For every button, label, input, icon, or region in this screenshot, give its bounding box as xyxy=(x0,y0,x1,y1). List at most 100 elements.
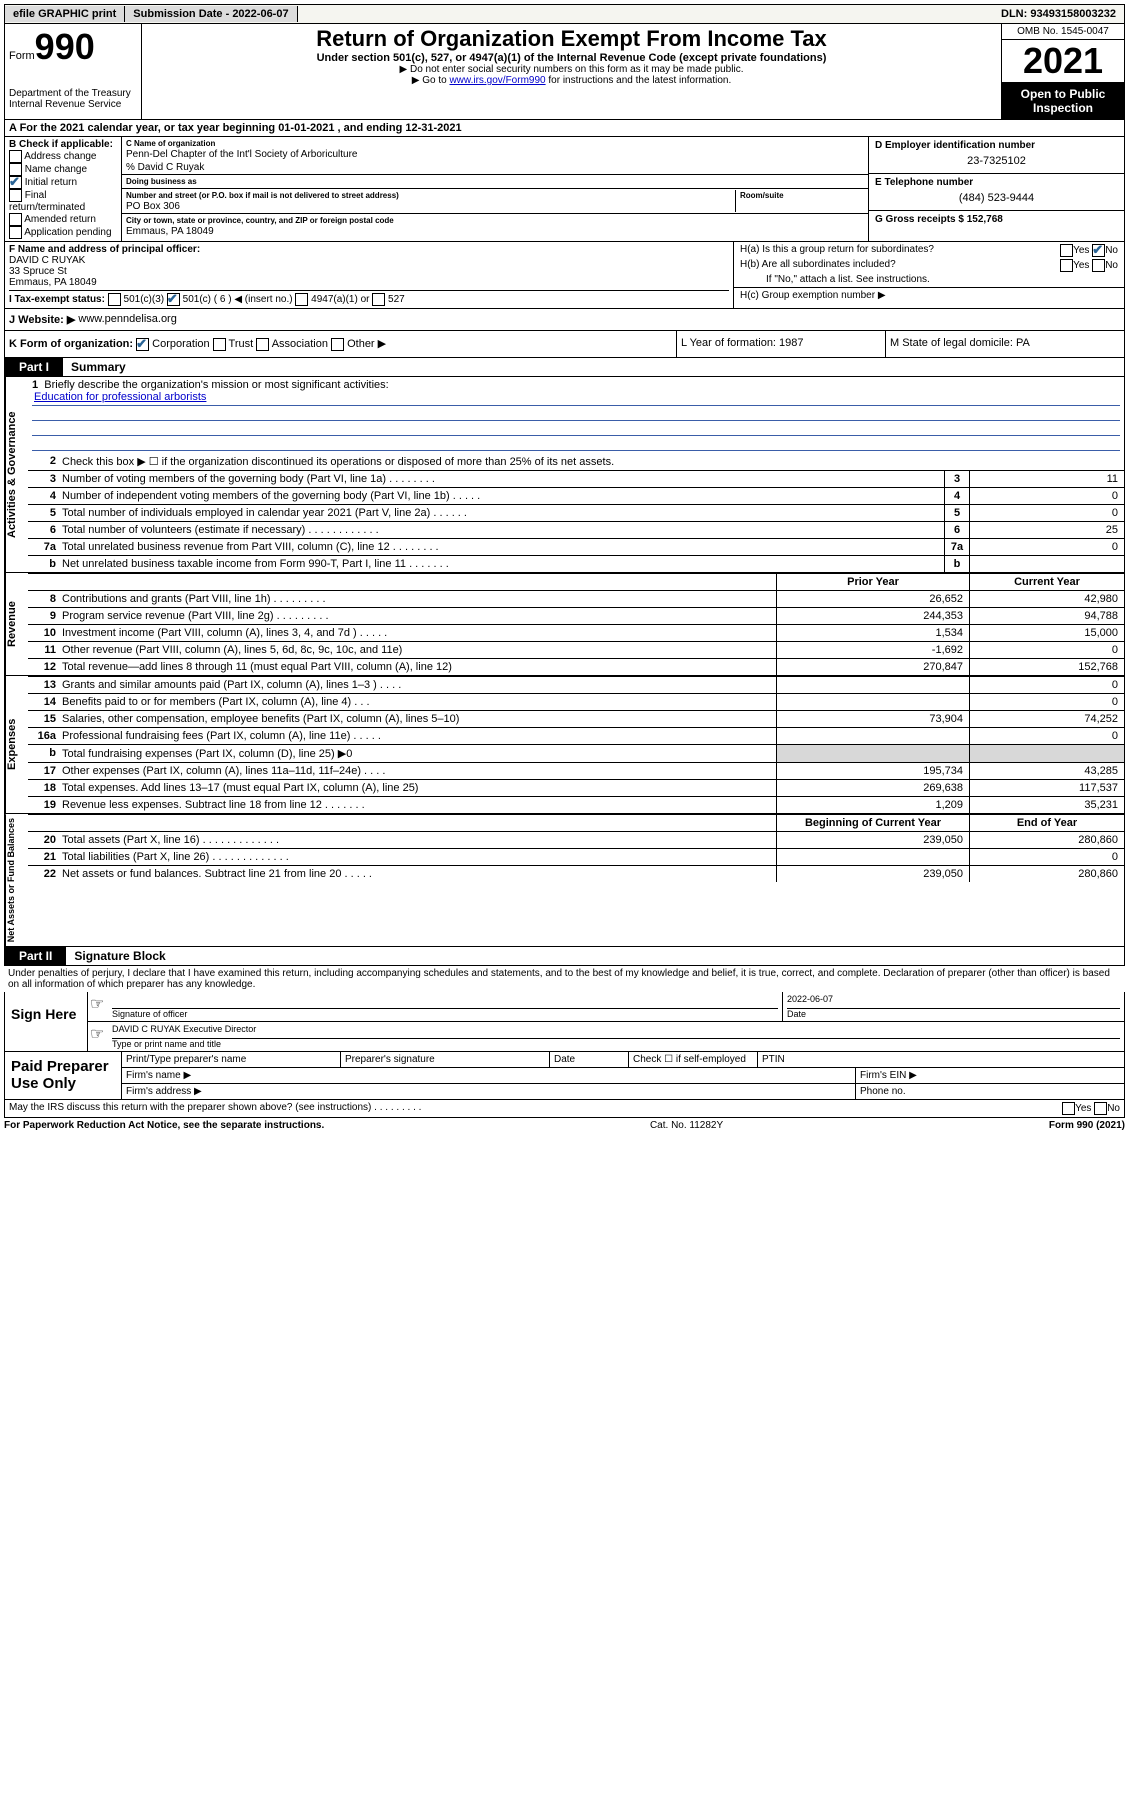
exp-cy-15: 74,252 xyxy=(969,711,1124,727)
exp-py-16a xyxy=(776,728,969,744)
public-inspection: Open to Public Inspection xyxy=(1002,83,1124,119)
note-link: ▶ Go to www.irs.gov/Form990 for instruct… xyxy=(148,75,995,86)
rev-cy-9: 94,788 xyxy=(969,608,1124,624)
entity-section: B Check if applicable: Address change Na… xyxy=(4,137,1125,242)
b-check-0[interactable] xyxy=(9,150,22,163)
na-cy-21: 0 xyxy=(969,849,1124,865)
k-opt-1[interactable] xyxy=(213,338,226,351)
rev-cy-12: 152,768 xyxy=(969,659,1124,675)
na-cy-22: 280,860 xyxy=(969,866,1124,882)
ha-yes[interactable] xyxy=(1060,244,1073,257)
k-opt-3[interactable] xyxy=(331,338,344,351)
k-opt-0[interactable] xyxy=(136,338,149,351)
b-check-2[interactable] xyxy=(9,176,22,189)
exp-cy-16a: 0 xyxy=(969,728,1124,744)
dln: DLN: 93493158003232 xyxy=(993,6,1124,22)
exp-py-17: 195,734 xyxy=(776,763,969,779)
b-check-4[interactable] xyxy=(9,213,22,226)
row-k: K Form of organization: Corporation Trus… xyxy=(4,331,1125,358)
act-val-b xyxy=(969,556,1124,572)
gross: 152,768 xyxy=(967,214,1003,225)
city: Emmaus, PA 18049 xyxy=(126,226,214,237)
part2-header: Part II Signature Block xyxy=(4,947,1125,966)
omb: OMB No. 1545-0047 xyxy=(1002,24,1124,40)
na-py-20: 239,050 xyxy=(776,832,969,848)
expenses-section: Expenses 13Grants and similar amounts pa… xyxy=(4,676,1125,814)
exp-cy-18: 117,537 xyxy=(969,780,1124,796)
revenue-section: Revenue Prior Year Current Year 8Contrib… xyxy=(4,573,1125,676)
rev-cy-11: 0 xyxy=(969,642,1124,658)
year-formation: L Year of formation: 1987 xyxy=(676,331,885,357)
rev-cy-10: 15,000 xyxy=(969,625,1124,641)
declaration: Under penalties of perjury, I declare th… xyxy=(4,966,1125,992)
discuss-yes[interactable] xyxy=(1062,1102,1075,1115)
mission: Education for professional arborists xyxy=(32,391,1120,406)
form-header: Form990 Department of the Treasury Inter… xyxy=(4,24,1125,120)
col-b: B Check if applicable: Address change Na… xyxy=(5,137,122,241)
exp-cy-17: 43,285 xyxy=(969,763,1124,779)
i-opt-2[interactable] xyxy=(295,293,308,306)
b-check-5[interactable] xyxy=(9,226,22,239)
officer-name: DAVID C RUYAK xyxy=(9,255,729,266)
street: PO Box 306 xyxy=(126,201,180,212)
act-val-3: 11 xyxy=(969,471,1124,487)
col-d: D Employer identification number23-73251… xyxy=(868,137,1124,241)
na-cy-20: 280,860 xyxy=(969,832,1124,848)
irs-link[interactable]: www.irs.gov/Form990 xyxy=(449,75,545,86)
part1-header: Part I Summary xyxy=(4,358,1125,377)
org-name: Penn-Del Chapter of the Int'l Society of… xyxy=(126,149,357,160)
b-check-3[interactable] xyxy=(9,189,22,202)
officer-print: DAVID C RUYAK Executive Director xyxy=(112,1024,1120,1039)
k-opt-2[interactable] xyxy=(256,338,269,351)
exp-py-b xyxy=(776,745,969,762)
i-opt-3[interactable] xyxy=(372,293,385,306)
exp-cy-19: 35,231 xyxy=(969,797,1124,813)
rev-py-12: 270,847 xyxy=(776,659,969,675)
na-py-22: 239,050 xyxy=(776,866,969,882)
sign-date: 2022-06-07 xyxy=(787,994,1120,1009)
exp-py-18: 269,638 xyxy=(776,780,969,796)
dept: Department of the Treasury Internal Reve… xyxy=(9,88,137,110)
rev-py-8: 26,652 xyxy=(776,591,969,607)
discuss-no[interactable] xyxy=(1094,1102,1107,1115)
exp-py-14 xyxy=(776,694,969,710)
care-of: % David C Ruyak xyxy=(122,161,868,174)
sign-here: Sign Here ☞ Signature of officer 2022-06… xyxy=(4,992,1125,1052)
footer: For Paperwork Reduction Act Notice, see … xyxy=(4,1118,1125,1133)
form-title: Return of Organization Exempt From Incom… xyxy=(148,26,995,52)
exp-cy-14: 0 xyxy=(969,694,1124,710)
hb-yes[interactable] xyxy=(1060,259,1073,272)
row-a: A For the 2021 calendar year, or tax yea… xyxy=(4,120,1125,137)
rev-py-10: 1,534 xyxy=(776,625,969,641)
note-ssn: ▶ Do not enter social security numbers o… xyxy=(148,64,995,75)
exp-cy-13: 0 xyxy=(969,677,1124,693)
col-c: C Name of organizationPenn-Del Chapter o… xyxy=(122,137,868,241)
domicile: M State of legal domicile: PA xyxy=(885,331,1124,357)
rev-py-11: -1,692 xyxy=(776,642,969,658)
i-opt-0[interactable] xyxy=(108,293,121,306)
ha-no[interactable] xyxy=(1092,244,1105,257)
website: www.penndelisa.org xyxy=(78,313,176,326)
paid-preparer: Paid Preparer Use Only Print/Type prepar… xyxy=(4,1052,1125,1100)
submission-date[interactable]: Submission Date - 2022-06-07 xyxy=(125,6,297,22)
form-number: Form990 xyxy=(9,26,137,68)
na-py-21 xyxy=(776,849,969,865)
row-fi: F Name and address of principal officer:… xyxy=(4,242,1125,309)
netassets-section: Net Assets or Fund Balances Beginning of… xyxy=(4,814,1125,947)
hb-no[interactable] xyxy=(1092,259,1105,272)
tax-year: 2021 xyxy=(1002,40,1124,83)
phone: (484) 523-9444 xyxy=(875,188,1118,208)
topbar: efile GRAPHIC print Submission Date - 20… xyxy=(4,4,1125,24)
exp-py-15: 73,904 xyxy=(776,711,969,727)
act-val-7a: 0 xyxy=(969,539,1124,555)
act-val-5: 0 xyxy=(969,505,1124,521)
exp-cy-b xyxy=(969,745,1124,762)
exp-py-19: 1,209 xyxy=(776,797,969,813)
may-discuss: May the IRS discuss this return with the… xyxy=(4,1100,1125,1118)
act-val-6: 25 xyxy=(969,522,1124,538)
rev-py-9: 244,353 xyxy=(776,608,969,624)
form-subtitle: Under section 501(c), 527, or 4947(a)(1)… xyxy=(148,52,995,64)
efile-btn[interactable]: efile GRAPHIC print xyxy=(5,6,125,22)
i-opt-1[interactable] xyxy=(167,293,180,306)
exp-py-13 xyxy=(776,677,969,693)
